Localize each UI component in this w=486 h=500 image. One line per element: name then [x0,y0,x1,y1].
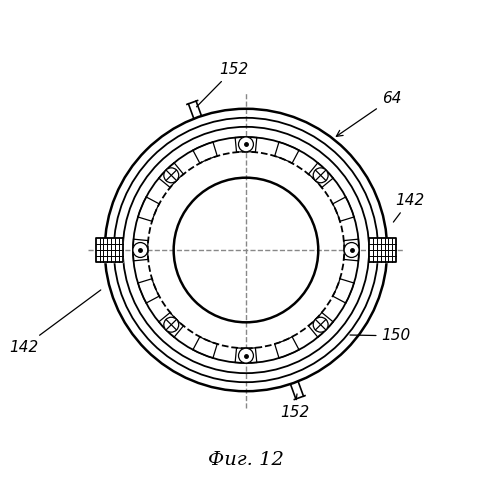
Text: 64: 64 [336,91,401,136]
Circle shape [164,168,179,183]
Text: 142: 142 [393,193,424,222]
Polygon shape [96,238,123,262]
Circle shape [133,242,148,258]
Circle shape [313,317,328,332]
Text: 152: 152 [196,62,248,107]
Text: Фиг. 12: Фиг. 12 [208,451,284,469]
Circle shape [344,242,359,258]
Circle shape [239,137,253,152]
Circle shape [313,168,328,183]
Polygon shape [369,238,396,262]
Text: 152: 152 [280,394,309,420]
Circle shape [164,317,179,332]
Circle shape [239,348,253,363]
Text: 142: 142 [9,290,101,354]
Text: 150: 150 [350,328,411,344]
